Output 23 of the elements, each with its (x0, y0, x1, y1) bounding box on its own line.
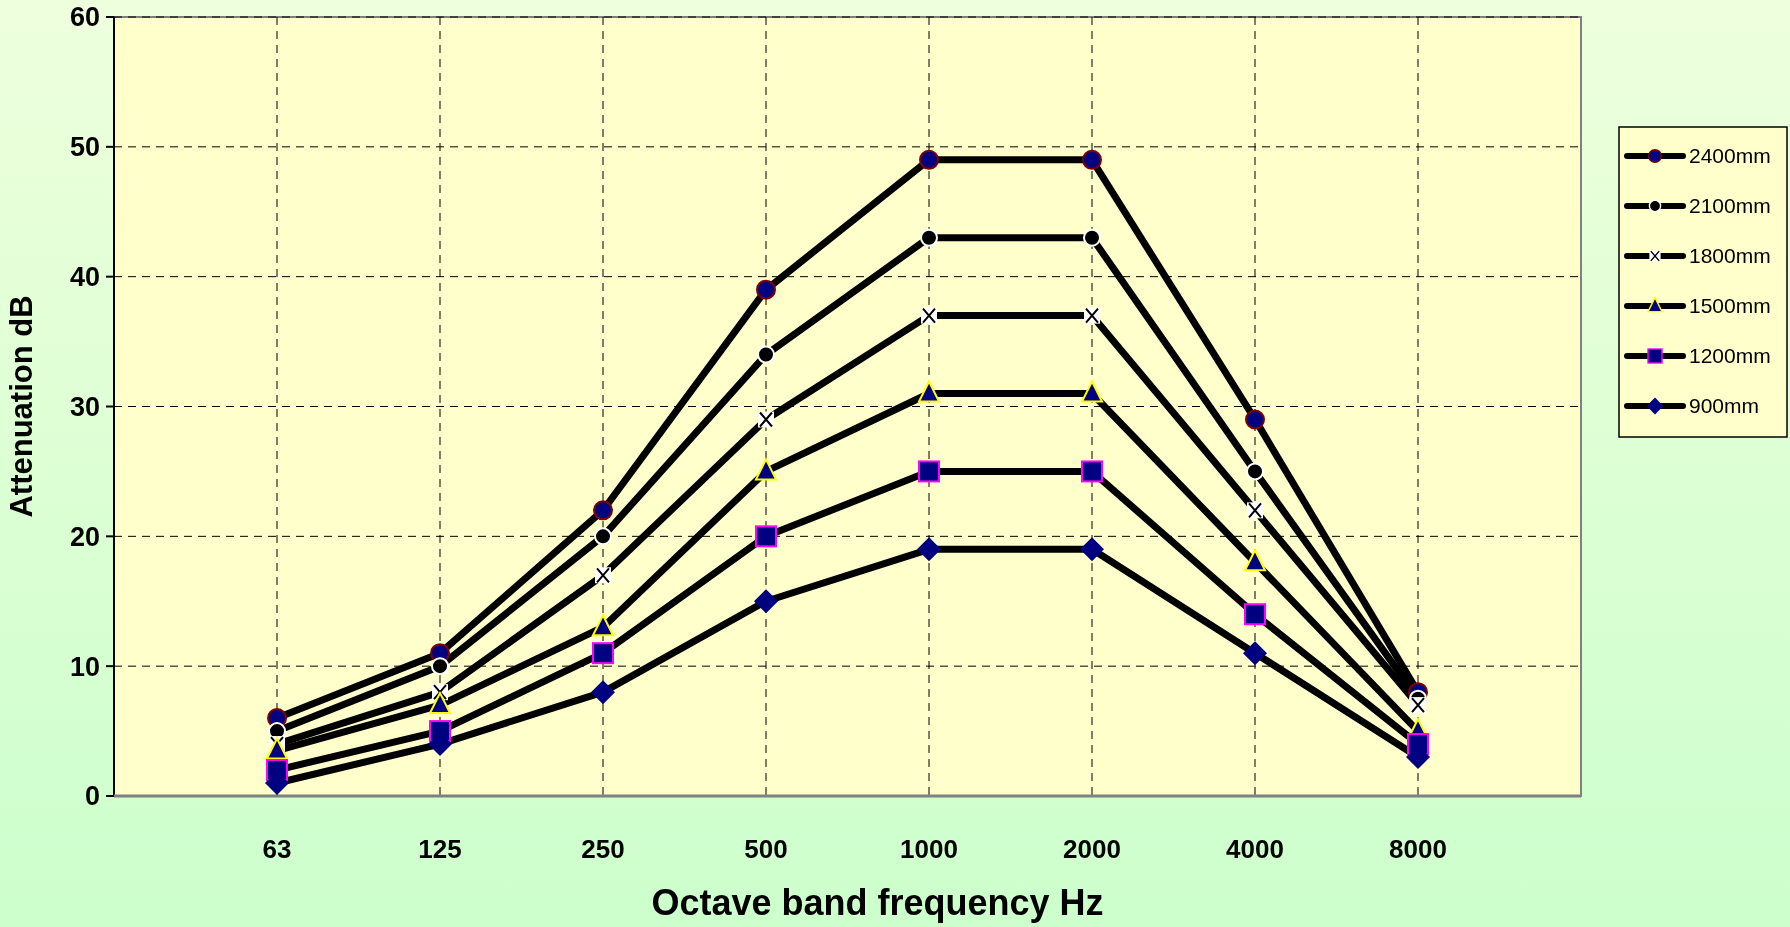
x-tick-label: 500 (744, 834, 788, 864)
x-axis-title: Octave band frequency Hz (651, 882, 1104, 923)
x-tick-label: 250 (581, 834, 625, 864)
x-tick-label: 4000 (1226, 834, 1284, 864)
x-tick-label: 2000 (1063, 834, 1121, 864)
y-tick-label: 60 (69, 2, 100, 33)
legend-label: 1500mm (1689, 294, 1771, 318)
legend-label: 1800mm (1689, 244, 1771, 268)
x-tick-label: 8000 (1389, 834, 1447, 864)
y-tick-label: 20 (69, 521, 100, 552)
legend-label: 1200mm (1689, 344, 1771, 368)
y-tick-label: 10 (69, 651, 100, 682)
y-tick-label: 40 (69, 262, 100, 293)
y-tick-label: 50 (69, 132, 100, 163)
x-tick-label: 125 (418, 834, 462, 864)
x-tick-label: 1000 (900, 834, 958, 864)
y-tick-label: 30 (69, 391, 100, 422)
y-tick-label: 0 (84, 781, 100, 812)
x-tick-label: 63 (262, 834, 292, 864)
legend-label: 900mm (1689, 394, 1760, 418)
legend-label: 2100mm (1689, 194, 1771, 218)
y-axis-title: Attenuation dB (4, 295, 39, 518)
legend-label: 2400mm (1689, 144, 1771, 168)
